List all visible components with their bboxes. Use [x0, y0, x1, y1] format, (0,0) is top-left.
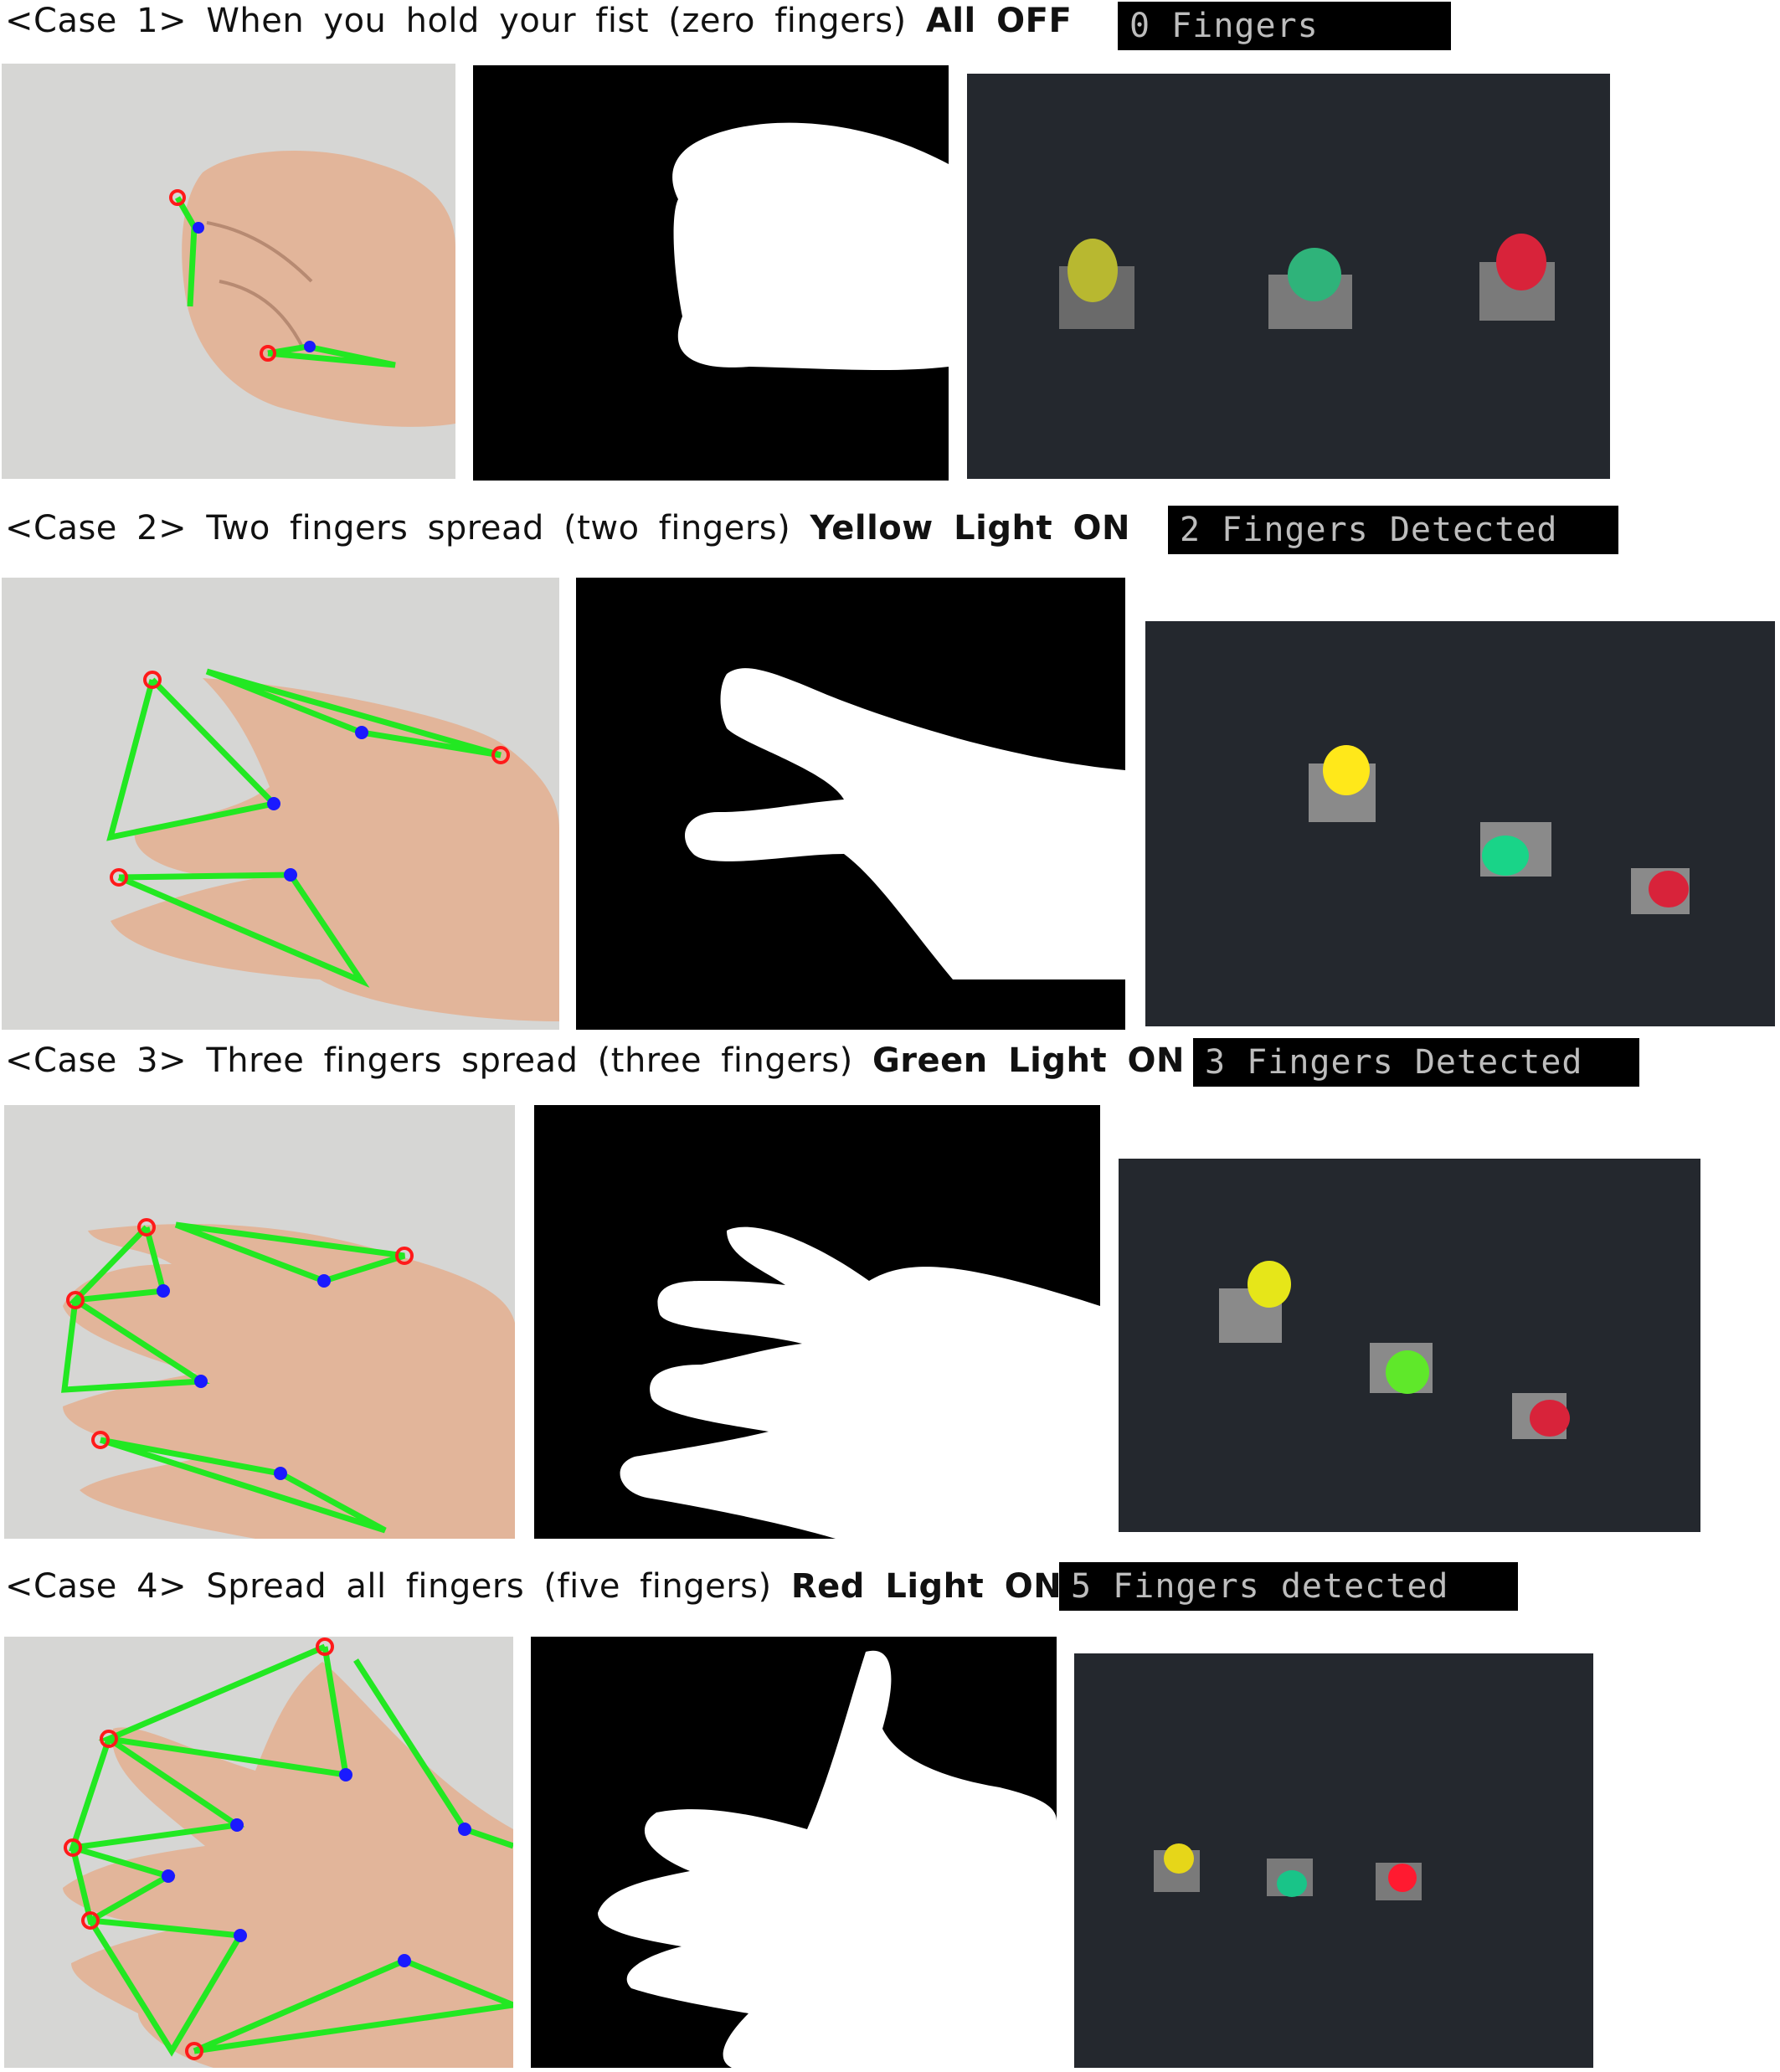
case-1-skeleton — [169, 189, 396, 368]
case-3-title: <Case 3> Three fingers spread (three fin… — [5, 1041, 1185, 1080]
case-3-description: Three fingers spread (three fingers) — [206, 1041, 853, 1080]
case-3-led-yellow — [1219, 1261, 1291, 1343]
case-1-mask — [473, 65, 949, 481]
case-2-label: <Case 2> — [5, 509, 188, 548]
case-4-result: Red Light ON — [790, 1567, 1062, 1606]
case-2-led-board — [1145, 621, 1775, 1026]
case-3-badge: 3 Fingers Detected — [1193, 1038, 1639, 1087]
case-3-label: <Case 3> — [5, 1041, 188, 1080]
case-4-skeleton — [64, 1638, 513, 2060]
case-3-led-board — [1119, 1159, 1700, 1532]
case-3-result: Green Light ON — [872, 1041, 1186, 1080]
case-1-result: All OFF — [925, 2, 1073, 40]
case-4-hand-photo — [4, 1637, 513, 2068]
case-4-led-red — [1376, 1863, 1422, 1900]
case-4-led-green — [1267, 1859, 1313, 1897]
case-1-description: When you hold your fist (zero fingers) — [206, 2, 907, 40]
case-4-title: <Case 4> Spread all fingers (five finger… — [5, 1567, 1062, 1606]
case-4-led-yellow — [1154, 1843, 1200, 1892]
case-4-description: Spread all fingers (five fingers) — [206, 1567, 772, 1606]
case-2-badge: 2 Fingers Detected — [1168, 506, 1618, 554]
case-3-led-red — [1512, 1393, 1570, 1439]
case-3-hand-photo — [4, 1105, 515, 1539]
case-1-badge: 0 Fingers — [1118, 2, 1451, 50]
case-1-label: <Case 1> — [5, 2, 188, 40]
case-2-description: Two fingers spread (two fingers) — [206, 509, 791, 548]
case-4-led-board — [1074, 1653, 1593, 2068]
case-1-led-board — [967, 74, 1610, 479]
case-4-badge: 5 Fingers detected — [1059, 1562, 1518, 1611]
case-2-hand-photo — [2, 578, 559, 1030]
case-4-mask — [531, 1637, 1057, 2068]
case-2-skeleton — [106, 668, 510, 988]
case-1-led-yellow — [1059, 239, 1134, 329]
case-1-led-green — [1268, 248, 1352, 329]
case-2-led-green — [1480, 822, 1551, 877]
case-1-led-red — [1479, 234, 1555, 321]
case-1-title: <Case 1> When you hold your fist (zero f… — [5, 2, 1072, 40]
case-2-mask — [576, 578, 1125, 1030]
case-2-led-red — [1631, 868, 1690, 914]
case-4-label: <Case 4> — [5, 1567, 188, 1606]
case-3-mask — [534, 1105, 1100, 1539]
case-2-led-yellow — [1309, 745, 1376, 822]
case-2-result: Yellow Light ON — [810, 509, 1130, 548]
case-1-hand-photo — [2, 64, 455, 479]
case-3-led-green — [1370, 1343, 1433, 1394]
case-2-title: <Case 2> Two fingers spread (two fingers… — [5, 509, 1130, 548]
case-3-skeleton — [61, 1218, 414, 1534]
